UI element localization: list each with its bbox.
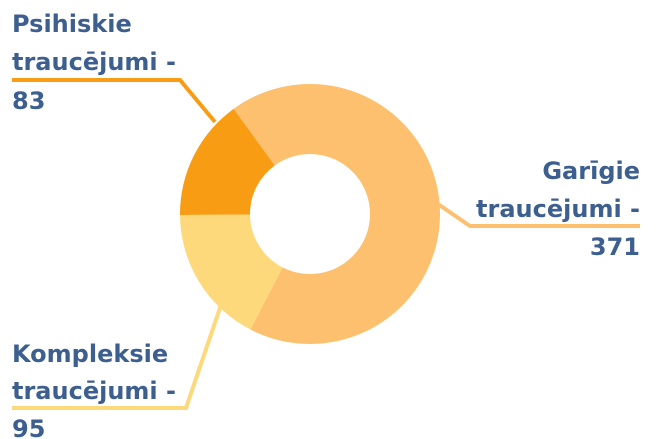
slice-label: Kompleksie traucējumi - [12, 340, 176, 405]
leader-line [12, 301, 224, 410]
slice-label: Garīgie traucējumi - [476, 157, 640, 223]
leader-line [430, 198, 640, 228]
slice-label: Psihiskie traucējumi - [12, 10, 176, 76]
donut-slice [233, 83, 440, 344]
donut-slice [180, 214, 283, 330]
value-label: 83 [12, 87, 45, 115]
value-label: 95 [12, 415, 45, 439]
leader-line [12, 78, 217, 124]
donut-slice [180, 108, 275, 215]
value-label: 371 [590, 233, 640, 261]
